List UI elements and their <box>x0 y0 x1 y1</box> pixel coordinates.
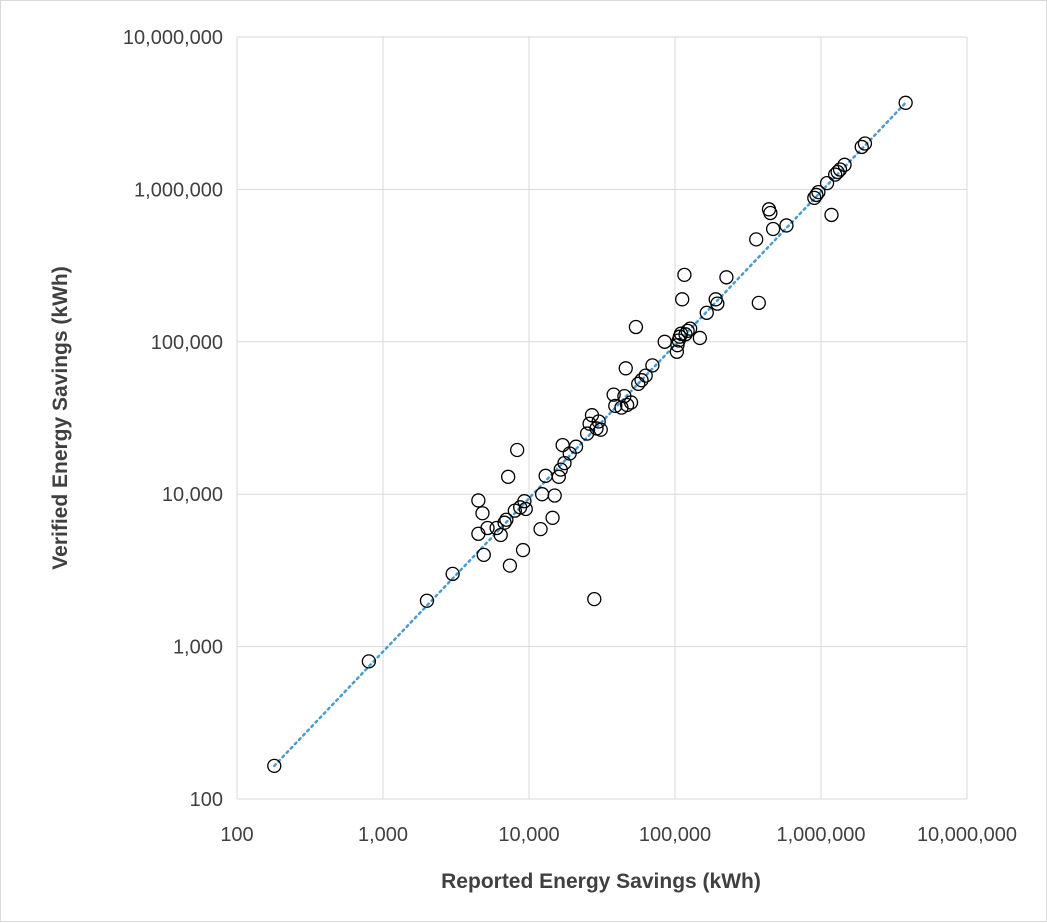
data-point <box>497 515 512 530</box>
x-tick-label: 100,000 <box>639 824 711 846</box>
data-point <box>765 221 781 237</box>
data-points <box>267 95 913 774</box>
data-point <box>501 469 516 484</box>
data-point <box>827 167 843 182</box>
data-point <box>638 368 653 383</box>
x-tick-label: 1,000,000 <box>777 824 866 846</box>
data-point <box>830 164 845 180</box>
data-point <box>854 139 869 155</box>
data-point <box>502 558 518 573</box>
y-tick-labels: 100 1,000 10,000 100,000 1,000,000 10,000,000 <box>123 27 223 811</box>
data-point <box>824 207 839 223</box>
data-point <box>568 439 584 454</box>
data-point <box>645 358 660 373</box>
y-tick-label: 1,000 <box>173 637 223 659</box>
data-point <box>480 520 495 536</box>
y-tick-label: 100,000 <box>151 332 223 354</box>
data-point <box>518 501 533 517</box>
data-point <box>533 521 548 537</box>
data-point <box>898 95 913 110</box>
data-point <box>547 488 562 503</box>
data-point <box>809 187 824 203</box>
data-point <box>675 292 690 307</box>
data-point <box>545 510 560 525</box>
data-point <box>677 267 692 282</box>
data-point <box>591 414 606 429</box>
data-point <box>555 437 570 453</box>
data-point <box>587 591 602 607</box>
data-point <box>811 184 826 200</box>
data-point <box>538 468 553 483</box>
data-point <box>673 326 689 341</box>
x-tick-label: 1,000 <box>358 824 408 846</box>
data-point <box>683 321 698 336</box>
trendline-group <box>273 101 907 768</box>
data-point <box>515 542 531 558</box>
gridlines <box>236 36 968 800</box>
x-tick-label: 100 <box>220 824 253 846</box>
x-tick-labels: 100 1,000 10,000 100,000 1,000,000 10,000,000 <box>220 824 1017 846</box>
data-point <box>593 422 608 437</box>
trendline <box>273 101 907 768</box>
data-point <box>699 305 714 320</box>
x-tick-label: 10,000 <box>498 824 559 846</box>
data-point <box>267 758 282 774</box>
data-point <box>499 512 514 527</box>
data-point <box>471 526 486 541</box>
data-point <box>631 376 646 391</box>
data-point <box>837 157 852 172</box>
data-point <box>471 493 486 508</box>
y-tick-label: 10,000,000 <box>123 27 223 49</box>
data-point <box>489 520 504 536</box>
data-point <box>606 387 621 402</box>
data-point <box>475 506 490 521</box>
data-point <box>710 296 725 311</box>
y-tick-label: 10,000 <box>162 484 223 506</box>
data-point <box>445 566 460 582</box>
data-point <box>419 593 435 608</box>
y-tick-label: 100 <box>190 789 223 811</box>
data-point <box>857 136 873 151</box>
data-point <box>669 344 685 359</box>
data-point <box>361 654 377 669</box>
data-point <box>719 270 734 285</box>
y-tick-label: 1,000,000 <box>134 179 223 201</box>
data-point <box>619 397 635 413</box>
data-point <box>510 442 525 458</box>
data-point <box>623 395 639 410</box>
data-point <box>680 323 695 338</box>
data-point <box>692 330 708 346</box>
data-point <box>751 295 766 311</box>
data-point <box>832 162 848 177</box>
data-point <box>819 175 835 191</box>
data-point <box>779 218 794 233</box>
y-axis-title: Verified Energy Savings (kWh) <box>49 266 72 569</box>
data-point <box>517 494 532 509</box>
data-point <box>618 361 633 376</box>
data-point <box>763 205 778 221</box>
data-point <box>551 469 566 484</box>
x-tick-label: 10,000,000 <box>917 824 1017 846</box>
data-point <box>476 547 491 562</box>
data-point <box>628 319 644 335</box>
data-point <box>608 398 623 413</box>
data-point <box>634 373 649 388</box>
x-axis-title: Reported Energy Savings (kWh) <box>441 870 761 893</box>
data-point <box>749 232 764 247</box>
